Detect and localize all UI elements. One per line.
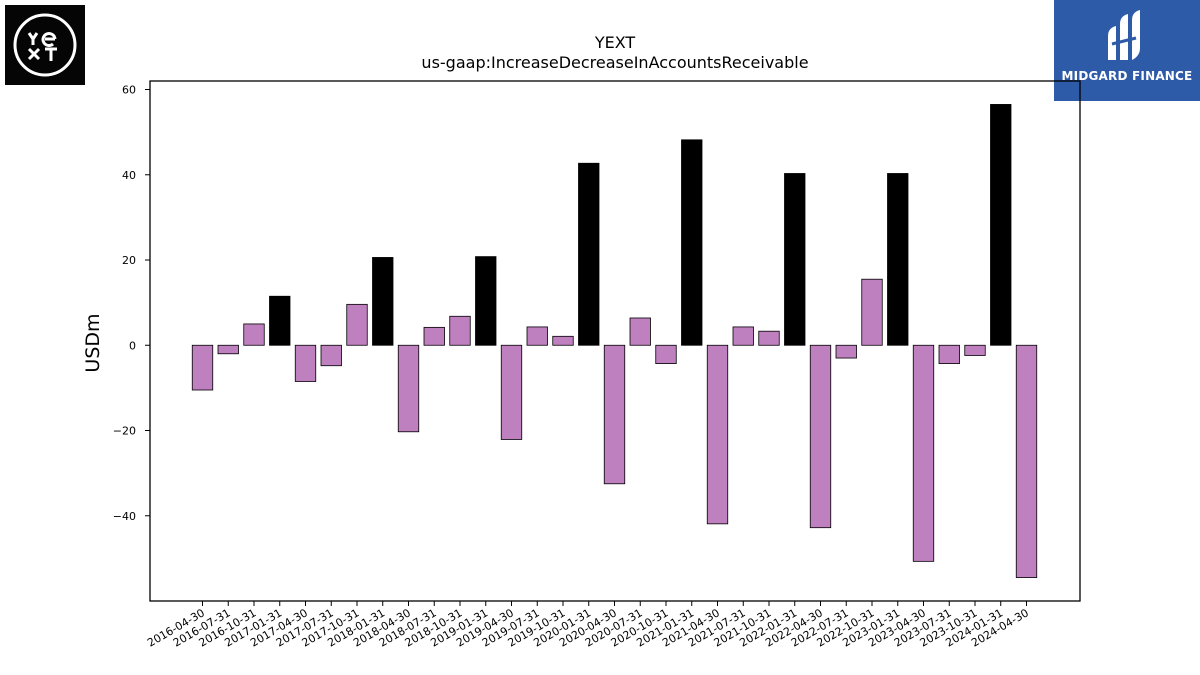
bar-2019-01-31 (475, 256, 497, 346)
bar-2021-04-30 (706, 344, 729, 525)
bar-2022-10-31 (861, 278, 883, 346)
bar-2016-10-31 (243, 323, 265, 346)
bar-2019-04-30 (500, 344, 523, 440)
y-tick-label: 60 (122, 84, 136, 97)
chart-subtitle: us-gaap:IncreaseDecreaseInAccountsReceiv… (421, 53, 808, 72)
midgard-emblem-icon (1108, 10, 1140, 60)
bar-2023-07-31 (938, 344, 960, 364)
bar-2018-04-30 (397, 344, 420, 433)
x-axis-ticks: 2016-04-302016-07-312016-10-312017-01-31… (145, 601, 1031, 650)
y-tick-label: 40 (122, 169, 136, 182)
y-tick-label: −20 (113, 425, 136, 438)
bar-2021-10-31 (758, 330, 780, 346)
bar-2024-04-30 (1015, 344, 1038, 578)
bar-2017-04-30 (294, 344, 317, 382)
bar-2020-10-31 (655, 344, 677, 364)
bar-2019-07-31 (526, 326, 548, 346)
bar-2020-01-31 (578, 162, 600, 346)
bar-2016-07-31 (217, 344, 239, 355)
y-axis-label: USDm (82, 313, 104, 372)
bar-2017-01-31 (269, 295, 291, 346)
y-axis-ticks: 60 40 20 0 −20 −40 (113, 84, 150, 523)
chart-title: YEXT (594, 33, 636, 52)
y-tick-label: −40 (113, 510, 136, 523)
bar-2023-10-31 (964, 344, 986, 356)
bar-2018-07-31 (423, 326, 445, 346)
plot-frame (149, 80, 1081, 602)
bar-2023-01-31 (887, 173, 909, 346)
bar-2019-10-31 (552, 335, 574, 346)
bar-2018-10-31 (449, 315, 471, 346)
bar-2020-04-30 (603, 344, 626, 485)
midgard-finance-logo: MIDGARD FINANCE (1054, 0, 1200, 101)
bar-2021-01-31 (681, 139, 703, 346)
bar-2022-04-30 (809, 344, 832, 529)
midgard-brand-name: MIDGARD FINANCE (1061, 69, 1193, 83)
yext-logo-mark-icon (13, 13, 77, 77)
yext-logo (5, 5, 85, 85)
bar-2022-07-31 (835, 344, 857, 359)
bar-2024-01-31 (990, 104, 1012, 346)
bar-2016-04-30 (191, 344, 214, 391)
bar-2022-01-31 (784, 173, 806, 346)
bar-2020-07-31 (629, 317, 651, 346)
bar-2021-07-31 (732, 326, 754, 346)
bar-2023-04-30 (912, 344, 935, 562)
bar-2017-10-31 (346, 303, 368, 346)
bar-2018-01-31 (372, 257, 394, 346)
y-tick-label: 20 (122, 254, 136, 267)
bar-2017-07-31 (320, 344, 342, 367)
bar-series (191, 104, 1038, 578)
y-tick-label: 0 (129, 339, 136, 352)
